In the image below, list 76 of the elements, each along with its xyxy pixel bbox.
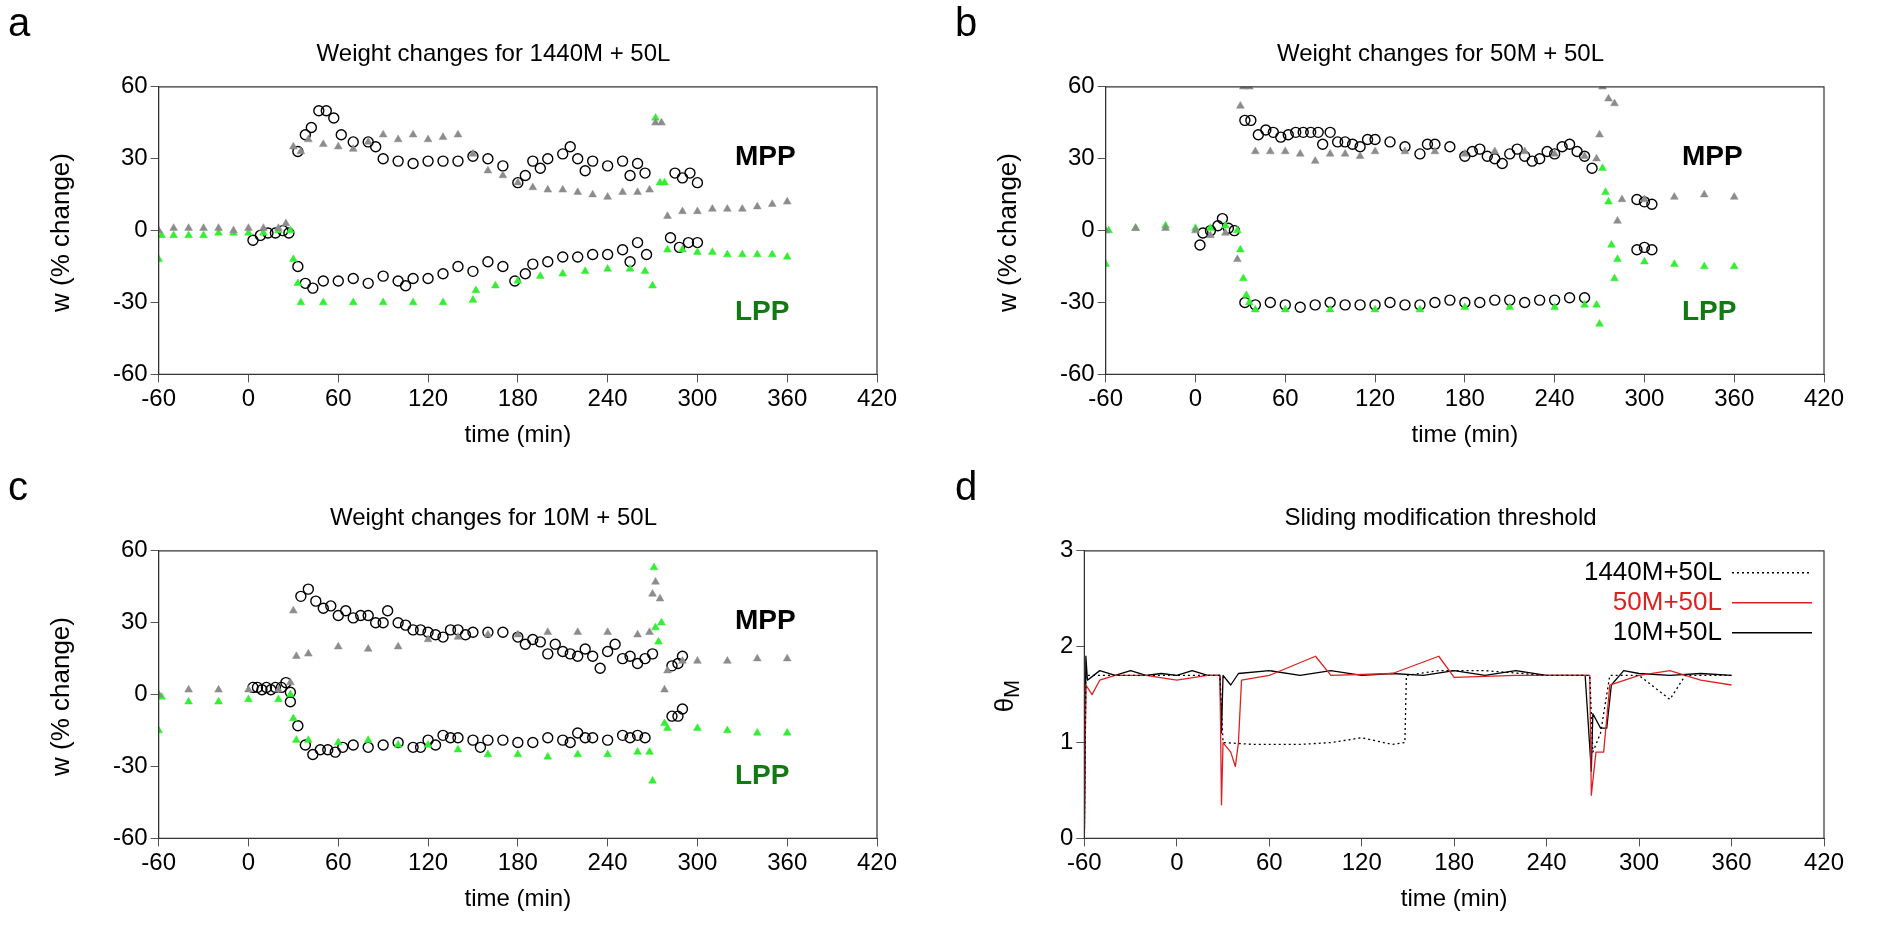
x-tick-label: -60 [1088,384,1124,412]
annotation: LPP [735,759,790,791]
y-axis-title: w (% change) [991,152,1023,312]
annotation: LPP [1682,295,1737,327]
chart-title: Weight changes for 50M + 50L [1276,39,1605,67]
x-tick-label: 360 [767,384,808,412]
x-tick-label: 60 [1271,384,1299,412]
y-tick-label: 60 [120,535,148,563]
legend-label: 10M+50L [1612,615,1722,646]
x-tick-label: 60 [324,848,352,876]
y-tick-label: 30 [1067,143,1095,171]
y-tick-label: 2 [1059,631,1074,659]
text: c [8,464,28,509]
y-tick-label: 30 [120,143,148,171]
legend-label: 50M+50L [1612,585,1722,616]
annotation: MPP [1682,140,1743,172]
x-tick-label: 240 [1526,848,1567,876]
x-tick-label: 120 [408,848,449,876]
x-tick-label: 420 [856,848,898,876]
x-tick-label: 300 [677,848,718,876]
x-tick-label: 0 [241,384,256,412]
chart-title: Weight changes for 10M + 50L [329,503,658,531]
x-tick-label: 180 [497,848,538,876]
y-tick-label: -60 [113,823,148,851]
y-tick-label: 0 [1081,215,1095,243]
x-tick-label: 240 [587,848,628,876]
y-tick-label: 30 [120,607,148,635]
x-tick-label: 180 [1444,384,1485,412]
text: b [955,0,978,45]
x-tick-label: 60 [324,384,352,412]
y-axis-title: w (% change) [44,152,76,312]
x-tick-label: 300 [1619,848,1660,876]
annotation: MPP [735,604,796,636]
x-tick-label: 0 [1170,848,1184,876]
y-axis-title: w (% change) [44,616,76,776]
annotation: MPP [735,140,796,172]
chart-title: Weight changes for 1440M + 50L [316,39,671,67]
x-tick-label: 120 [408,384,449,412]
y-tick-label: 60 [120,71,148,99]
y-tick-label: 0 [134,679,148,707]
x-tick-label: 120 [1355,384,1396,412]
x-tick-label: 240 [587,384,628,412]
x-tick-label: 360 [1711,848,1752,876]
x-tick-label: 180 [497,384,538,412]
chart-title: Sliding modification threshold [1284,503,1597,531]
x-tick-label: 240 [1534,384,1575,412]
y-tick-label: 60 [1067,71,1095,99]
y-tick-label: 3 [1059,535,1074,563]
x-tick-label: 120 [1341,848,1382,876]
x-tick-label: 0 [241,848,256,876]
y-tick-label: 0 [1059,823,1074,851]
y-tick-label: -30 [1060,287,1095,315]
x-tick-label: 300 [1624,384,1665,412]
x-tick-label: 0 [1188,384,1203,412]
x-tick-label: 420 [1803,384,1845,412]
y-tick-label: -60 [1060,359,1095,387]
legend-label: 1440M+50L [1583,555,1722,586]
x-axis-title: time (min) [1411,420,1519,448]
x-tick-label: 60 [1255,848,1283,876]
x-tick-label: 300 [677,384,718,412]
annotation: LPP [735,295,790,327]
y-tick-label: 1 [1059,727,1074,755]
x-tick-label: 420 [856,384,898,412]
x-tick-label: 360 [1714,384,1755,412]
y-tick-label: -30 [113,751,148,779]
y-tick-label: -60 [113,359,148,387]
y-tick-label: 0 [134,215,148,243]
x-axis-title: time (min) [464,884,572,912]
text: a [8,0,31,45]
x-axis-title: time (min) [1400,884,1508,912]
x-tick-label: 360 [767,848,808,876]
x-tick-label: 180 [1434,848,1475,876]
text: d [955,464,978,509]
x-tick-label: 420 [1803,848,1845,876]
x-axis-title: time (min) [464,420,572,448]
y-tick-label: -30 [113,287,148,315]
